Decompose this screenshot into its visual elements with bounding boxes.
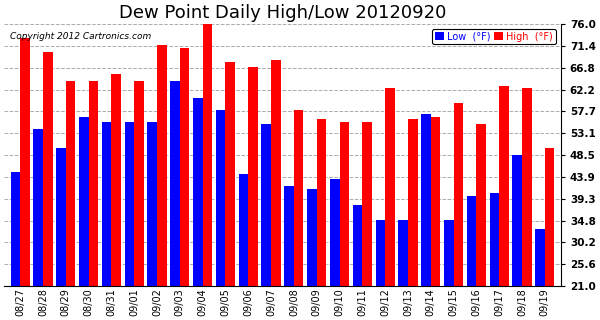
Bar — [180, 48, 190, 286]
Bar — [330, 179, 340, 286]
Bar — [385, 88, 395, 286]
Bar — [499, 86, 509, 286]
Bar — [317, 119, 326, 286]
Bar — [56, 148, 66, 286]
Bar — [43, 52, 53, 286]
Bar — [398, 220, 408, 286]
Bar — [216, 110, 226, 286]
Bar — [376, 220, 385, 286]
Bar — [112, 74, 121, 286]
Bar — [79, 117, 89, 286]
Bar — [134, 81, 144, 286]
Bar — [239, 174, 248, 286]
Bar — [193, 98, 203, 286]
Bar — [34, 129, 43, 286]
Bar — [421, 115, 431, 286]
Bar — [444, 220, 454, 286]
Bar — [431, 117, 440, 286]
Bar — [467, 196, 476, 286]
Bar — [408, 119, 418, 286]
Bar — [262, 124, 271, 286]
Bar — [512, 155, 522, 286]
Bar — [20, 38, 30, 286]
Bar — [66, 81, 76, 286]
Bar — [545, 148, 554, 286]
Bar — [271, 60, 281, 286]
Bar — [490, 193, 499, 286]
Bar — [362, 122, 372, 286]
Bar — [476, 124, 486, 286]
Bar — [294, 110, 304, 286]
Bar — [522, 88, 532, 286]
Bar — [226, 62, 235, 286]
Bar — [248, 67, 258, 286]
Bar — [170, 81, 180, 286]
Bar — [535, 229, 545, 286]
Bar — [102, 122, 112, 286]
Bar — [203, 24, 212, 286]
Legend: Low  (°F), High  (°F): Low (°F), High (°F) — [431, 28, 556, 44]
Bar — [89, 81, 98, 286]
Bar — [454, 102, 463, 286]
Bar — [157, 45, 167, 286]
Bar — [125, 122, 134, 286]
Bar — [353, 205, 362, 286]
Bar — [284, 186, 294, 286]
Bar — [11, 172, 20, 286]
Bar — [340, 122, 349, 286]
Bar — [307, 188, 317, 286]
Title: Dew Point Daily High/Low 20120920: Dew Point Daily High/Low 20120920 — [119, 4, 446, 22]
Bar — [148, 122, 157, 286]
Text: Copyright 2012 Cartronics.com: Copyright 2012 Cartronics.com — [10, 32, 151, 41]
